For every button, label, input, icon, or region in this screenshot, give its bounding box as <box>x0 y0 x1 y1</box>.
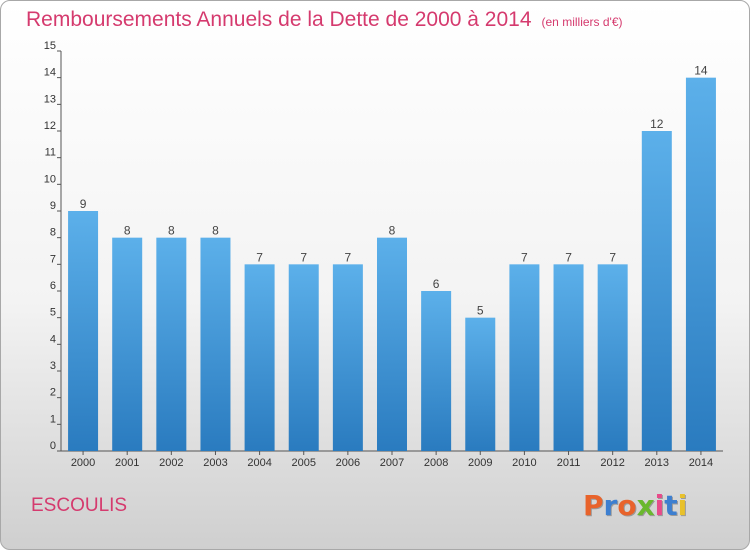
y-tick-label: 0 <box>50 440 56 452</box>
bar-2005 <box>288 264 319 451</box>
y-tick-label: 15 <box>44 40 56 52</box>
data-label-2001: 8 <box>124 224 131 238</box>
bar-2014 <box>685 77 716 452</box>
chart-title: Remboursements Annuels de la Dette de 20… <box>26 8 623 32</box>
y-tick-label: 11 <box>45 147 56 159</box>
logo-letter: r <box>603 489 618 522</box>
bar-2007 <box>377 237 407 451</box>
x-tick-label-2011: 2011 <box>557 457 581 469</box>
data-label-2005: 7 <box>300 250 307 264</box>
y-tick-label: 13 <box>44 93 56 105</box>
y-tick-label: 9 <box>50 200 56 212</box>
bar-2003 <box>200 237 231 451</box>
x-tick-label-2000: 2000 <box>71 457 95 469</box>
bar-2000 <box>68 211 99 451</box>
logo-letter: x <box>636 489 655 522</box>
bar-2008 <box>421 291 452 451</box>
y-tick-label: 14 <box>44 67 56 79</box>
y-tick-label: 3 <box>50 360 56 372</box>
data-label-2014: 14 <box>694 64 708 78</box>
x-tick-label-2005: 2005 <box>291 457 315 469</box>
logo-letter: t <box>664 489 678 522</box>
data-label-2009: 5 <box>477 304 484 318</box>
x-tick-label-2006: 2006 <box>336 457 360 469</box>
x-tick-label-2002: 2002 <box>159 457 183 469</box>
data-label-2000: 9 <box>80 197 87 211</box>
x-tick-label-2008: 2008 <box>424 457 448 469</box>
data-label-2007: 8 <box>389 224 396 238</box>
data-label-2008: 6 <box>433 277 440 291</box>
logo-letter: i <box>654 489 665 522</box>
x-tick-label-2013: 2013 <box>645 457 669 469</box>
x-tick-label-2001: 2001 <box>115 457 139 469</box>
logo-letter: o <box>617 489 637 522</box>
proxiti-logo: Proxiti <box>583 489 687 522</box>
data-label-2006: 7 <box>345 250 352 264</box>
x-tick-label-2009: 2009 <box>468 457 492 469</box>
y-tick-label: 7 <box>50 253 56 265</box>
bar-2002 <box>156 237 187 451</box>
y-tick-label: 6 <box>50 280 56 292</box>
bar-2012 <box>597 264 628 451</box>
bar-2001 <box>112 237 143 451</box>
data-label-2002: 8 <box>168 224 175 238</box>
data-label-2010: 7 <box>521 250 528 264</box>
y-tick-label: 4 <box>50 333 56 345</box>
x-tick-label-2004: 2004 <box>247 457 271 469</box>
data-label-2011: 7 <box>565 250 572 264</box>
bar-2013 <box>641 131 672 451</box>
bar-2009 <box>465 317 496 451</box>
data-label-2003: 8 <box>212 224 219 238</box>
x-tick-label-2010: 2010 <box>512 457 536 469</box>
y-tick-label: 5 <box>50 307 56 319</box>
commune-name: ESCOULIS <box>31 495 128 516</box>
bar-2006 <box>332 264 363 451</box>
bar-2004 <box>244 264 275 451</box>
y-tick-label: 10 <box>44 173 56 185</box>
data-label-2004: 7 <box>256 250 263 264</box>
chart-bars: 9 8 8 8 7 7 7 8 6 5 7 7 7 12 14 <box>68 64 716 452</box>
bar-2010 <box>509 264 540 451</box>
x-tick-label-2003: 2003 <box>203 457 227 469</box>
chart-title-text: Remboursements Annuels de la Dette de 20… <box>26 8 532 31</box>
y-tick-label: 8 <box>50 227 56 239</box>
x-tick-label-2012: 2012 <box>600 457 624 469</box>
data-label-2012: 7 <box>609 250 616 264</box>
x-tick-label-2014: 2014 <box>689 457 713 469</box>
logo-letter: P <box>583 489 604 522</box>
chart-subtitle: (en milliers d'€) <box>541 15 623 29</box>
x-tick-label-2007: 2007 <box>380 457 404 469</box>
bar-2011 <box>553 264 584 451</box>
y-tick-label: 2 <box>50 387 56 399</box>
y-tick-label: 12 <box>44 120 56 132</box>
y-tick-label: 1 <box>50 413 56 425</box>
data-label-2013: 12 <box>650 117 664 131</box>
logo-letter: i <box>677 489 688 522</box>
